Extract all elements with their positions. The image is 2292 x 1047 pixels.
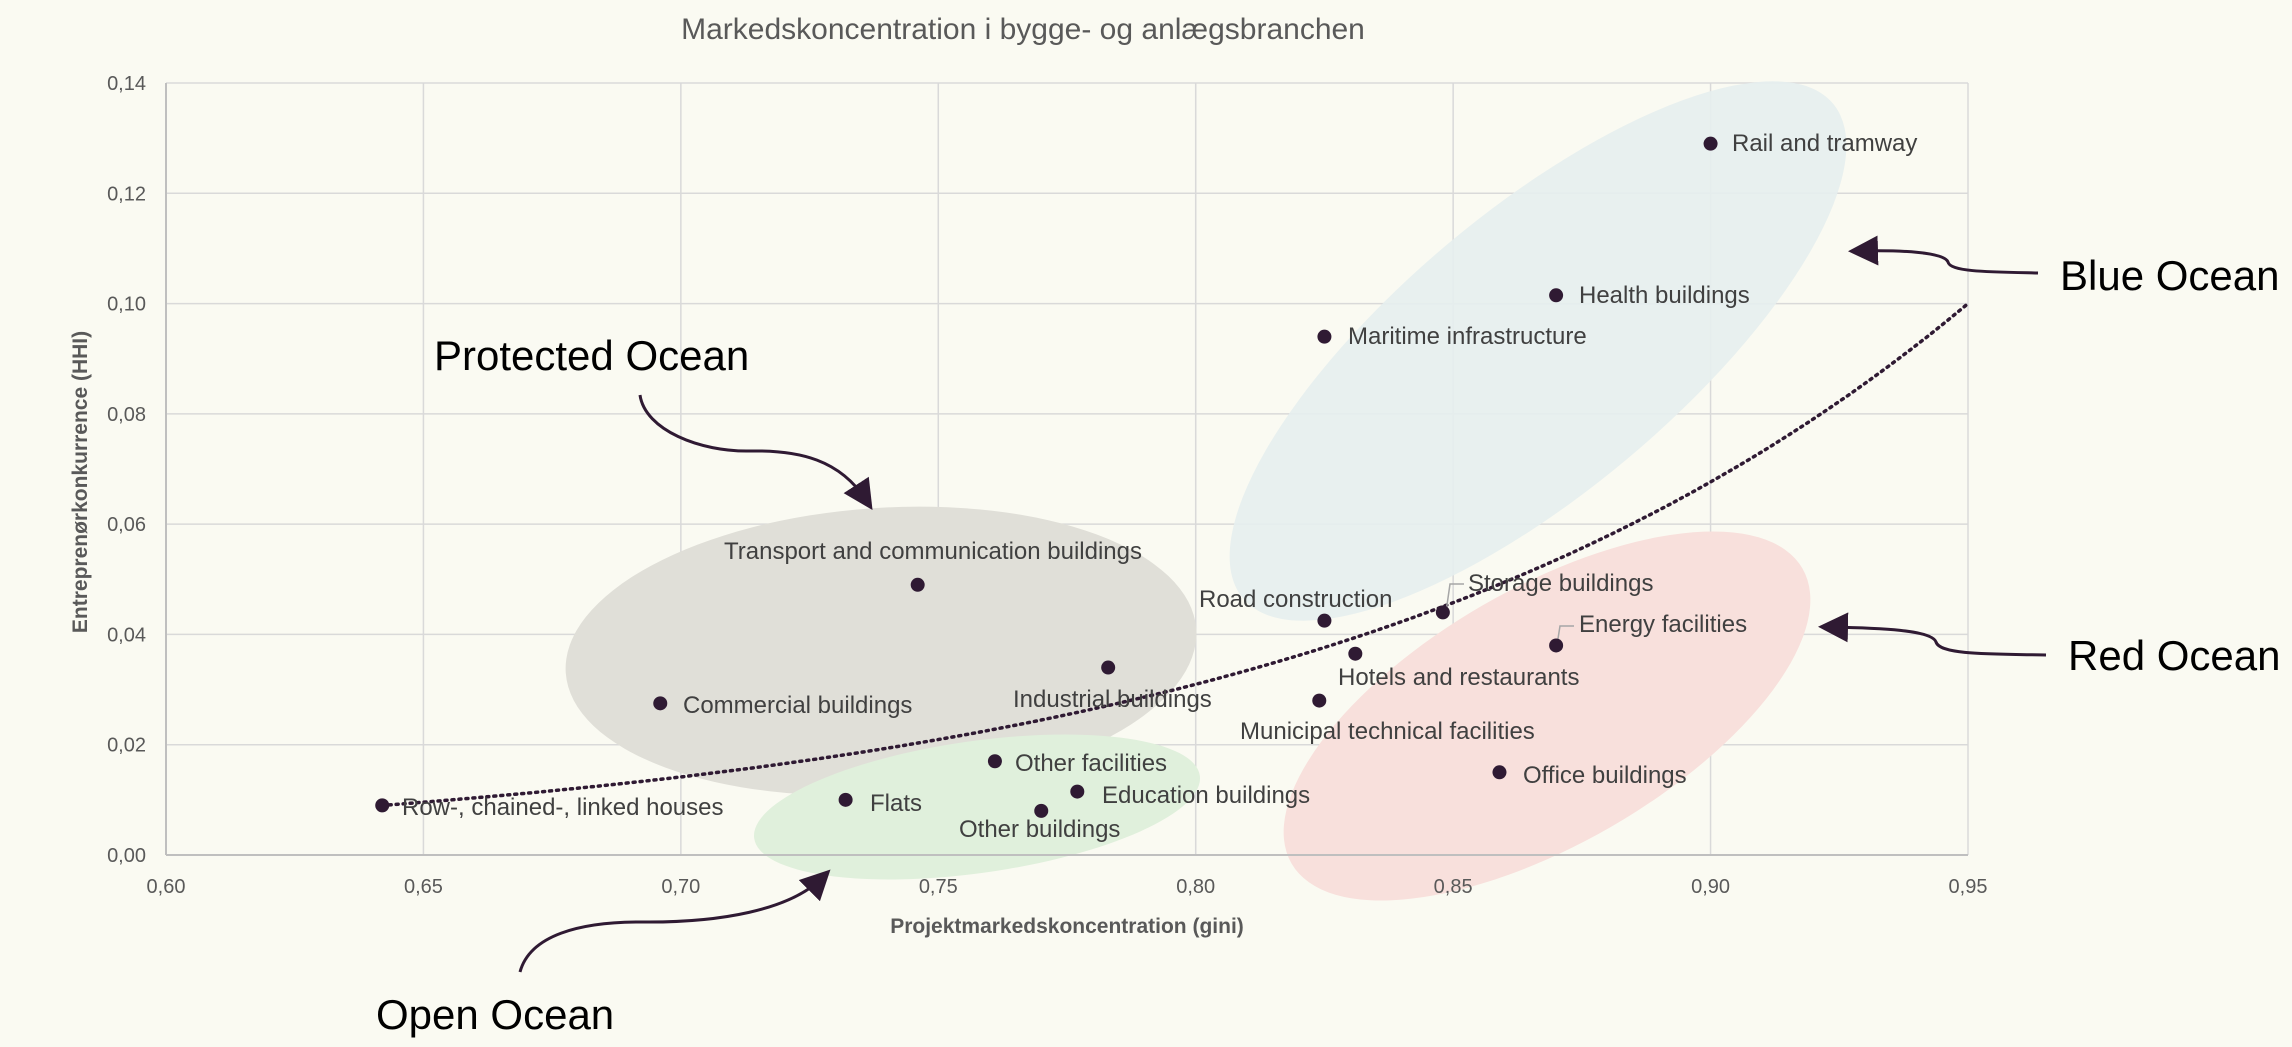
red-ocean-zone [1283,531,1811,901]
red-ocean-label: Red Ocean [2068,632,2280,679]
data-label: Maritime infrastructure [1348,323,1587,350]
data-point [1101,660,1116,675]
x-axis-title: Projektmarkedskoncentration (gini) [890,915,1244,938]
red-ocean-arrow [1818,612,2047,657]
data-label: Hotels and restaurants [1338,664,1579,691]
data-label: Road construction [1199,586,1392,613]
data-point [1703,136,1718,151]
x-tick-label: 0,70 [661,876,700,898]
data-point [653,696,668,711]
x-tick-label: 0,90 [1691,876,1730,898]
data-label: Flats [870,790,922,817]
data-point [1492,765,1507,780]
open-ocean-arrow [518,869,831,973]
data-label: Storage buildings [1468,570,1653,597]
axes: 0,60 0,65 0,70 0,75 0,80 0,85 0,90 0,95 0,00 0,02… [107,73,1987,898]
data-point [987,754,1002,769]
y-tick-label: 0,12 [107,183,146,205]
y-tick-label: 0,00 [107,845,146,867]
data-label: Office buildings [1523,762,1687,789]
data-label: Other facilities [1015,750,1167,777]
data-labels: Rail and tramway Health buildings Maritime… [402,130,1917,843]
x-tick-label: 0,85 [1434,876,1473,898]
data-point [1312,693,1327,708]
data-label: Industrial buildings [1013,686,1212,713]
blue-ocean-arrow [1848,235,2039,275]
data-point [910,577,925,592]
y-tick-label: 0,02 [107,735,146,757]
protected-ocean-label: Protected Ocean [434,332,749,379]
data-label: Row-, chained-, linked houses [402,794,724,821]
data-point [1317,613,1332,628]
label-leader-lines [1445,583,1574,646]
data-point [375,798,390,813]
x-tick-label: 0,60 [147,876,186,898]
data-point [838,792,853,807]
x-tick-label: 0,75 [919,876,958,898]
data-label: Other buildings [959,816,1120,843]
x-tick-label: 0,80 [1176,876,1215,898]
open-ocean-label: Open Ocean [376,991,614,1038]
x-tick-label: 0,65 [404,876,443,898]
data-point [1317,329,1332,344]
blue-ocean-zone [1229,81,1847,621]
ocean-zones [565,81,1847,901]
data-point [1070,784,1085,799]
open-ocean-zone [754,734,1200,880]
y-tick-label: 0,04 [107,624,146,646]
data-points [375,136,1718,818]
y-axis-title: Entreprenørkonkurrence (HHI) [69,331,92,633]
data-label: Health buildings [1579,282,1750,309]
protected-ocean-zone [565,506,1197,796]
y-tick-label: 0,08 [107,404,146,426]
storage-leader-line [1445,583,1464,613]
chart-title: Markedskoncentration i bygge- og anlægsb… [681,13,1365,46]
data-point [1034,803,1049,818]
data-point [1435,605,1450,620]
data-point [1549,288,1564,303]
y-tick-label: 0,14 [107,73,146,95]
x-tick-label: 0,95 [1949,876,1988,898]
y-tick-label: 0,06 [107,514,146,536]
data-label: Transport and communication buildings [724,538,1142,565]
y-tick-label: 0,10 [107,294,146,316]
data-label: Rail and tramway [1732,130,1917,157]
trendline [380,301,1970,808]
protected-ocean-arrow [638,394,873,511]
data-label: Municipal technical facilities [1240,718,1535,745]
data-label: Education buildings [1102,782,1310,809]
data-label: Commercial buildings [683,692,912,719]
blue-ocean-label: Blue Ocean [2060,252,2279,299]
data-label: Energy facilities [1579,611,1747,638]
data-point [1549,638,1564,653]
energy-leader-line [1556,625,1574,646]
data-point [1348,646,1363,661]
